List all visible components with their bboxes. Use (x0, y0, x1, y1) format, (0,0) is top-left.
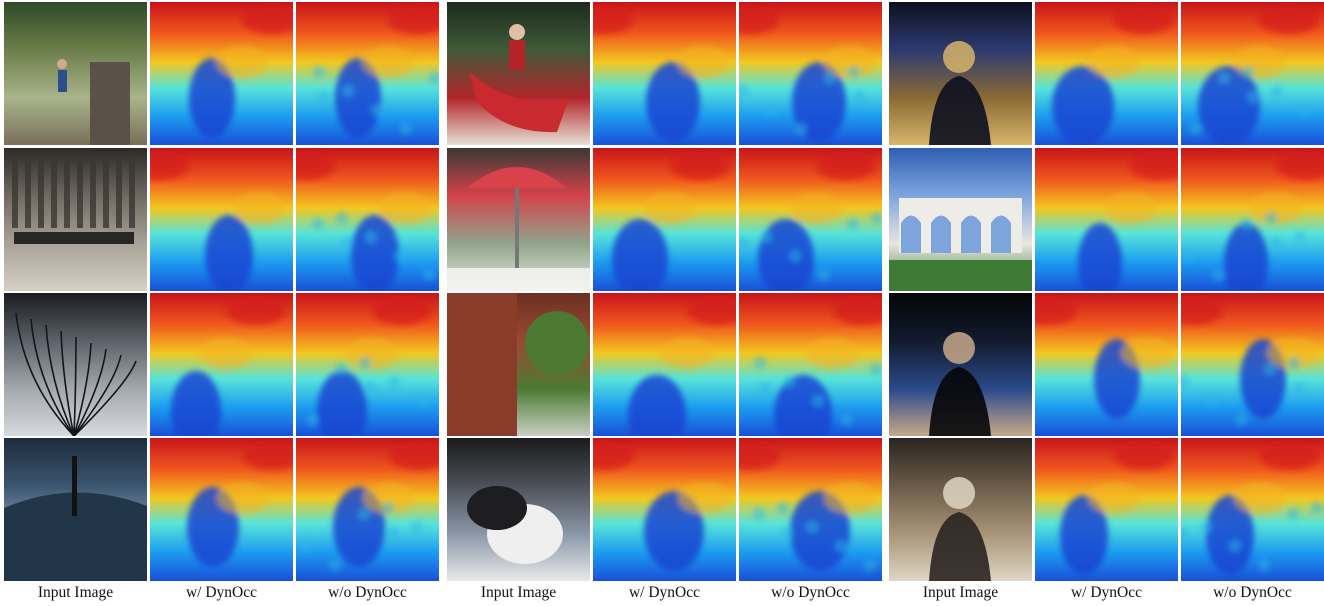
depth-map-without-dynocc-bare-tree-sky (296, 293, 439, 436)
figure-group-2: Input Image w/ DynOcc w/o DynOcc (447, 0, 884, 606)
column-caption: w/ DynOcc (185, 584, 258, 601)
column-caption: w/ DynOcc (1070, 584, 1143, 601)
depth-map-with-dynocc-bare-tree-sky (150, 293, 293, 436)
input-image-park-runner (4, 2, 147, 145)
input-image-brick-building (447, 293, 590, 436)
depth-map-without-dynocc-patio-umbrella (739, 148, 882, 291)
depth-map-with-dynocc-patio-umbrella (593, 148, 736, 291)
depth-map-with-dynocc-park-runner (150, 2, 293, 145)
depth-map-with-dynocc-speaker-dark-stage (1035, 293, 1178, 436)
depth-map-without-dynocc-wooden-bench (296, 148, 439, 291)
depth-map-with-dynocc-conference-speaker (1035, 438, 1178, 581)
depth-map-with-dynocc-red-canoe (593, 2, 736, 145)
depth-map-without-dynocc-park-runner (296, 2, 439, 145)
input-image-bare-tree-sky (4, 293, 147, 436)
input-image-conference-speaker (889, 438, 1032, 581)
depth-map-without-dynocc-conference-speaker (1181, 438, 1324, 581)
column-caption: Input Image (922, 584, 999, 601)
depth-map-without-dynocc-speaker-dark-stage (1181, 293, 1324, 436)
depth-map-without-dynocc-sleeping-cat (739, 438, 882, 581)
column-caption: w/o DynOcc (771, 584, 850, 601)
column-caption: w/o DynOcc (1213, 584, 1292, 601)
figure-group-3: Input Image w/ DynOcc w/o DynOcc (889, 0, 1324, 606)
depth-map-with-dynocc-brick-building (593, 293, 736, 436)
depth-map-with-dynocc-white-arch-gate (1035, 148, 1178, 291)
depth-map-with-dynocc-wooden-bench (150, 148, 293, 291)
depth-map-without-dynocc-white-arch-gate (1181, 148, 1324, 291)
input-image-patio-umbrella (447, 148, 590, 291)
depth-map-without-dynocc-brick-building (739, 293, 882, 436)
depth-map-without-dynocc-red-canoe (739, 2, 882, 145)
input-image-buddha-statue (889, 2, 1032, 145)
figure-group-1: Input Image w/ DynOcc w/o DynOcc (4, 0, 441, 606)
input-image-car-antenna (4, 438, 147, 581)
input-image-white-arch-gate (889, 148, 1032, 291)
depth-map-without-dynocc-car-antenna (296, 438, 439, 581)
column-caption: w/o DynOcc (328, 584, 407, 601)
depth-map-with-dynocc-buddha-statue (1035, 2, 1178, 145)
depth-map-with-dynocc-car-antenna (150, 438, 293, 581)
input-image-speaker-dark-stage (889, 293, 1032, 436)
column-caption: w/ DynOcc (628, 584, 701, 601)
input-image-wooden-bench (4, 148, 147, 291)
column-caption: Input Image (480, 584, 557, 601)
input-image-sleeping-cat (447, 438, 590, 581)
depth-map-with-dynocc-sleeping-cat (593, 438, 736, 581)
depth-map-without-dynocc-buddha-statue (1181, 2, 1324, 145)
input-image-red-canoe (447, 2, 590, 145)
column-caption: Input Image (37, 584, 114, 601)
